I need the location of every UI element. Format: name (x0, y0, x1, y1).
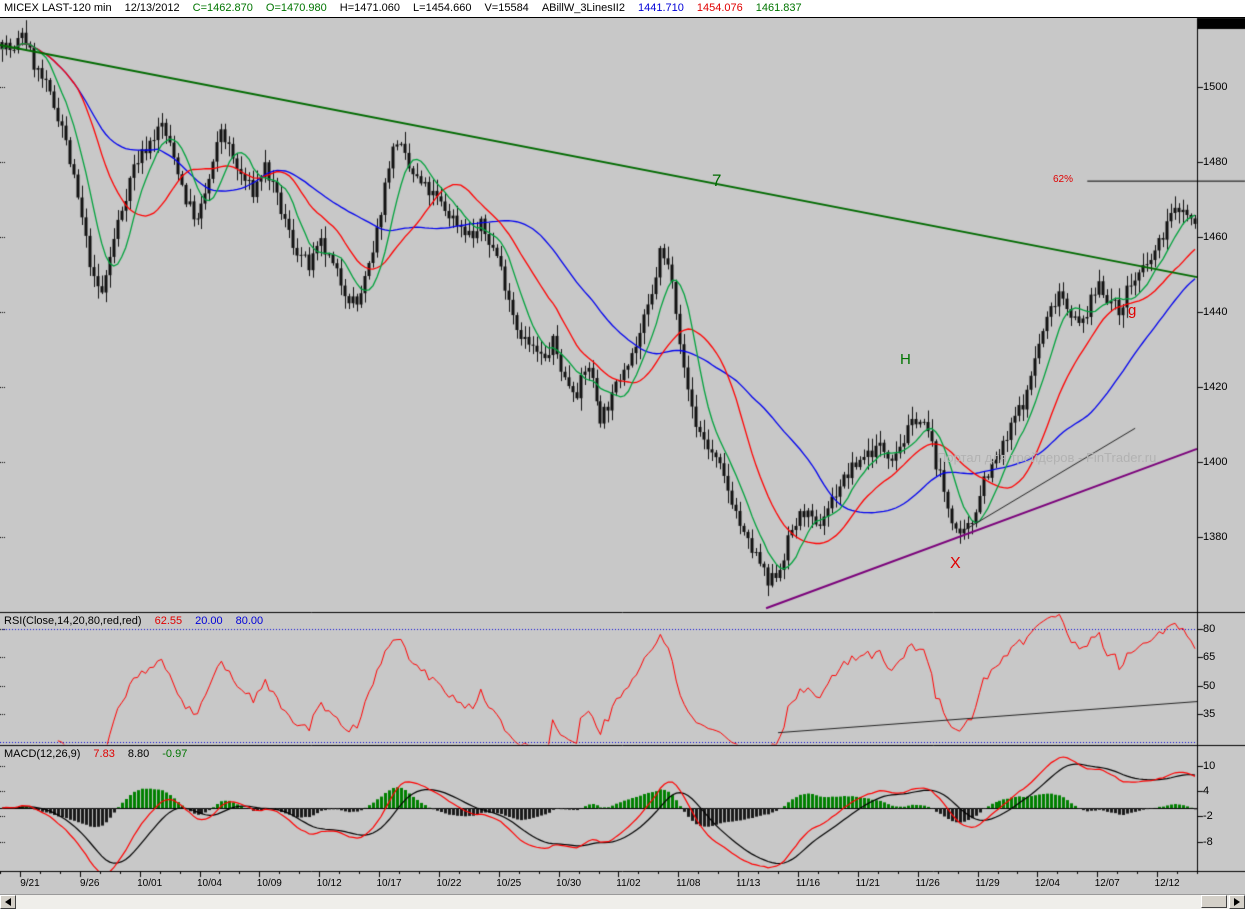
wave-label-g: g (1128, 302, 1137, 319)
macd-label: MACD(12,26,9) (4, 748, 81, 760)
scrollbar-track[interactable] (16, 895, 1229, 909)
scrollbar-thumb[interactable] (1201, 895, 1227, 908)
header-low-value: L=1454.660 (413, 2, 472, 14)
left-arrow-icon (5, 898, 11, 906)
wave-label-x: X (950, 555, 961, 572)
macd-value: 7.83 (93, 748, 115, 760)
rsi-low-level: 20.00 (195, 615, 223, 627)
macd-pane-header: MACD(12,26,9) 7.83 8.80 -0.97 (4, 748, 200, 760)
header-open-value: O=1470.980 (265, 2, 327, 14)
scroll-left-button[interactable] (0, 895, 16, 909)
ma-green-value: 1461.837 (755, 2, 802, 14)
watermark-text: Портал для трейдеров - FinTrader.ru (937, 450, 1157, 465)
macd-hist-value: -0.97 (162, 748, 188, 760)
symbol-timeframe-label: MICEX LAST-120 min (4, 2, 112, 14)
right-arrow-icon (1234, 898, 1240, 906)
ma-red-value: 1454.076 (696, 2, 743, 14)
fib-62-label: 62% (1053, 174, 1074, 185)
rsi-high-level: 80.00 (235, 615, 264, 627)
wave-label-h: H (900, 351, 911, 368)
header-date: 12/13/2012 (124, 2, 180, 14)
rsi-pane-header: RSI(Close,14,20,80,red,red) 62.55 20.00 … (4, 615, 276, 627)
rsi-label: RSI(Close,14,20,80,red,red) (4, 615, 142, 627)
wave-label-7: 7 (712, 171, 722, 190)
chart-header: MICEX LAST-120 min 12/13/2012 C=1462.870… (0, 0, 1245, 18)
rsi-value: 62.55 (154, 615, 183, 627)
scroll-right-button[interactable] (1229, 895, 1245, 909)
ma-blue-value: 1441.710 (637, 2, 684, 14)
header-close-value: C=1462.870 (192, 2, 253, 14)
indicator-name-label: ABillW_3LinesII2 (541, 2, 625, 14)
header-high-value: H=1471.060 (339, 2, 401, 14)
macd-signal-value: 8.80 (127, 748, 150, 760)
horizontal-scrollbar[interactable] (0, 894, 1245, 909)
header-volume-value: V=15584 (484, 2, 529, 14)
